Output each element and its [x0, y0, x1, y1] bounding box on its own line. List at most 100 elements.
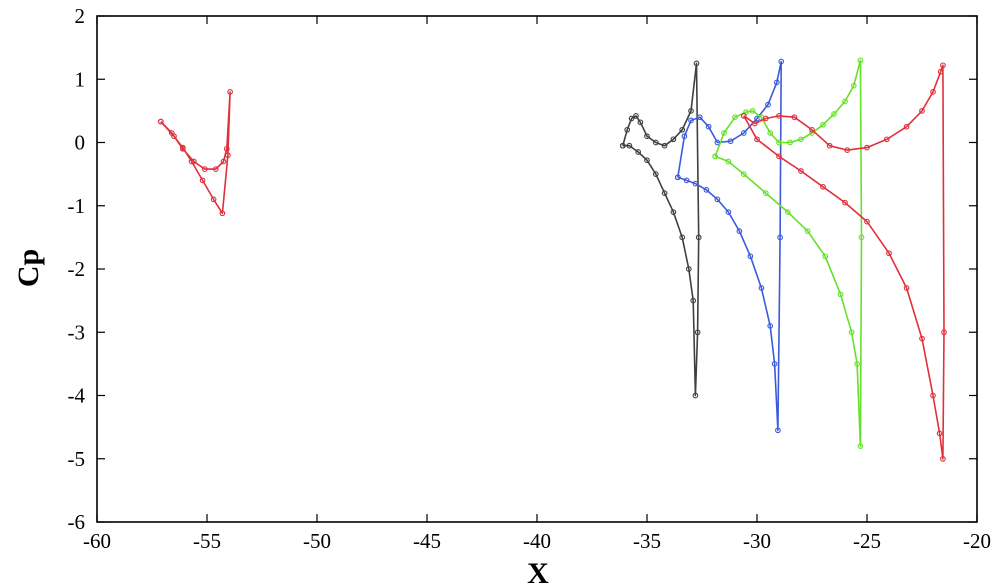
- axes: -60 -55 -50 -45 -40 -35 -30 -25 -20 2 1 0 -1 -2 -3 -4 -5…: [68, 4, 992, 553]
- data-point: [749, 108, 756, 114]
- data-point: [937, 68, 944, 75]
- data-point: [776, 153, 782, 160]
- data-point: [919, 335, 925, 342]
- x-axis-title: X: [527, 557, 549, 588]
- data-point: [844, 147, 851, 153]
- data-point: [661, 190, 668, 196]
- data-point: [725, 158, 732, 165]
- data-point: [754, 136, 760, 143]
- y-tick-label: -4: [68, 384, 86, 408]
- data-point: [201, 166, 208, 172]
- data-point: [857, 57, 864, 64]
- data-point: [688, 117, 694, 124]
- data-point: [777, 234, 783, 241]
- data-point: [787, 139, 793, 146]
- data-point: [767, 130, 774, 136]
- data-point: [171, 133, 177, 140]
- data-point: [619, 142, 626, 149]
- data-point: [857, 443, 864, 449]
- series-group: [157, 57, 947, 462]
- data-point: [637, 119, 644, 126]
- data-point: [940, 62, 946, 69]
- data-point: [681, 133, 688, 140]
- data-point: [712, 153, 719, 160]
- data-point: [661, 142, 668, 149]
- data-point: [773, 79, 780, 86]
- data-point: [831, 111, 837, 117]
- series-line: [677, 60, 783, 432]
- data-point: [628, 115, 635, 122]
- data-point: [762, 190, 769, 196]
- data-point: [635, 149, 642, 155]
- data-point: [219, 210, 226, 217]
- data-point: [791, 114, 798, 121]
- data-point: [692, 392, 699, 399]
- x-tick-label: -20: [963, 529, 991, 553]
- data-point: [652, 171, 659, 177]
- data-point: [652, 139, 659, 146]
- data-point: [633, 113, 639, 119]
- data-point: [705, 123, 712, 130]
- data-point: [736, 228, 743, 234]
- data-point: [798, 136, 804, 143]
- data-point: [670, 209, 677, 215]
- series-line: [743, 64, 945, 460]
- y-tick-label: -6: [68, 510, 86, 534]
- plot-frame: [96, 15, 978, 523]
- data-point: [694, 329, 701, 336]
- x-tick-label: -50: [303, 529, 331, 553]
- data-point: [725, 209, 732, 215]
- data-point: [941, 329, 947, 336]
- x-tick-label: -35: [633, 529, 661, 553]
- series-line: [160, 91, 231, 215]
- y-tick-label: 1: [75, 67, 86, 91]
- data-point: [212, 166, 219, 172]
- data-point: [199, 177, 206, 184]
- y-tick-label: -3: [68, 320, 86, 344]
- series-line: [622, 62, 700, 397]
- data-point: [758, 285, 765, 291]
- data-point: [784, 209, 791, 215]
- data-point: [842, 98, 848, 105]
- series-3: [674, 58, 785, 434]
- series-1: [157, 89, 233, 217]
- x-tick-label: -30: [743, 529, 771, 553]
- data-point: [809, 126, 815, 133]
- data-point: [903, 285, 910, 291]
- data-point: [696, 114, 703, 121]
- data-point: [683, 177, 690, 184]
- data-point: [762, 115, 769, 122]
- y-tick-label: 0: [75, 131, 86, 155]
- series-2: [619, 60, 702, 399]
- data-point: [727, 138, 734, 145]
- data-point: [223, 145, 230, 152]
- data-point: [740, 130, 747, 136]
- data-point: [775, 427, 781, 434]
- data-point: [688, 108, 694, 114]
- x-tick-label: -40: [523, 529, 551, 553]
- data-point: [225, 152, 231, 159]
- y-tick-label: 2: [75, 4, 86, 28]
- data-point: [842, 199, 848, 206]
- data-point: [765, 101, 771, 108]
- y-tick-label: -1: [68, 194, 86, 218]
- data-point: [903, 123, 910, 130]
- data-point: [157, 118, 164, 125]
- data-point: [732, 114, 738, 121]
- data-point: [670, 136, 677, 143]
- data-point: [751, 120, 758, 127]
- data-point: [227, 89, 233, 95]
- series-line: [714, 59, 863, 447]
- data-point: [679, 234, 686, 241]
- data-point: [190, 158, 197, 165]
- data-point: [864, 218, 870, 225]
- series-5: [740, 62, 947, 462]
- data-point: [721, 130, 727, 136]
- data-point: [624, 126, 631, 133]
- data-point: [930, 89, 936, 95]
- x-tick-label: -55: [193, 529, 221, 553]
- data-point: [771, 361, 778, 367]
- data-point: [740, 113, 747, 119]
- data-point: [690, 297, 697, 304]
